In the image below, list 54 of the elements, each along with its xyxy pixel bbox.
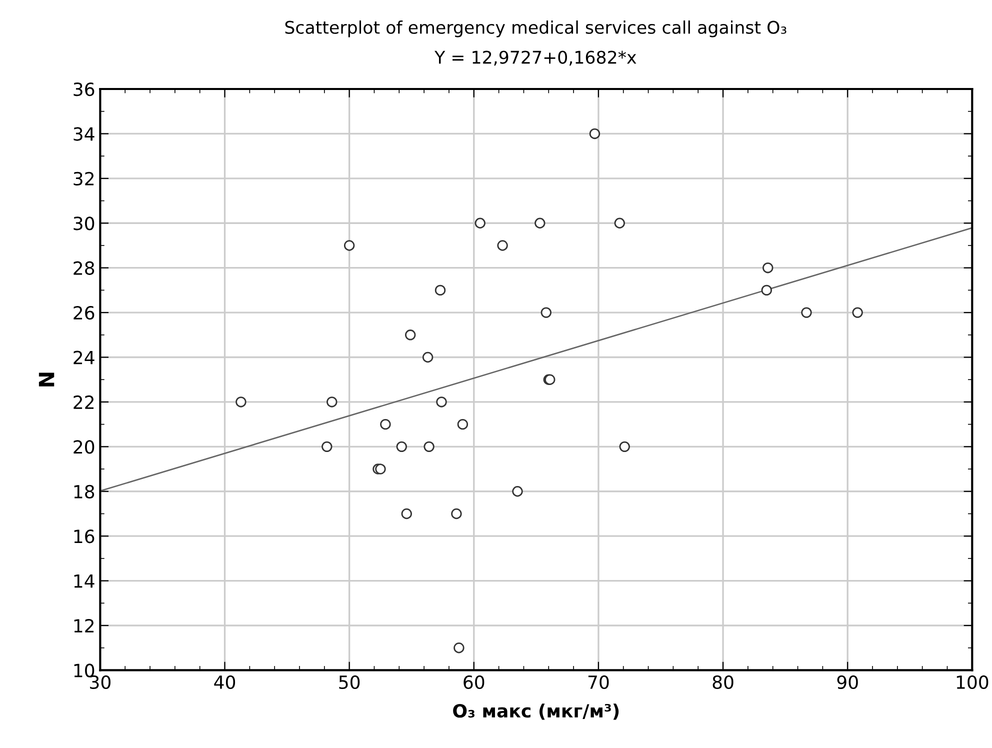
point [401,508,412,520]
x-tick-label: 100 [956,675,988,690]
point [540,307,552,318]
point [762,262,774,274]
y-tick-label: 24 [74,350,94,364]
point [589,128,600,140]
chart-title: Scatterplot of emergency medical services call against O₃ [285,20,786,38]
point [405,330,416,340]
y-tick-label: 22 [74,395,94,409]
x-tick-label: 90 [837,675,858,690]
y-tick-label: 36 [74,82,94,96]
point [396,441,407,452]
x-tick-label: 50 [339,675,360,690]
point [852,307,863,318]
point [422,352,434,363]
point [344,240,355,251]
y-tick-label: 30 [74,216,94,230]
y-tick-label: 34 [74,127,94,141]
y-tick-label: 20 [74,440,94,454]
x-axis-title: O₃ макс (мкг/м³) [453,704,619,720]
y-tick-label: 26 [74,306,94,320]
point [451,508,462,520]
x-tick-label: 80 [712,675,734,690]
point [436,396,447,408]
x-tick-label: 70 [588,675,609,690]
point [434,284,446,296]
y-tick-label: 18 [74,484,94,498]
point [322,441,332,452]
y-tick-label: 16 [74,530,94,544]
point [326,396,338,408]
point [457,418,468,430]
y-axis-title: N [38,372,54,386]
point [534,218,546,228]
point [801,307,812,318]
point [236,396,246,408]
point [619,441,630,452]
point [380,418,391,430]
point [497,240,508,251]
point [614,218,625,228]
y-tick-label: 10 [74,664,94,678]
chart-subtitle: Y = 12,9727+0,1682*x [434,50,636,66]
y-tick-label: 32 [74,172,94,186]
point [424,441,434,452]
y-tick-label: 28 [74,261,94,275]
point [512,486,523,497]
x-tick-label: 40 [214,675,236,690]
point [454,642,464,654]
x-tick-label: 30 [90,675,110,690]
y-tick-label: 12 [74,618,94,632]
point [474,218,486,228]
y-tick-label: 14 [74,574,94,588]
point [761,284,772,296]
point [375,464,386,474]
x-tick-label: 60 [464,675,484,690]
